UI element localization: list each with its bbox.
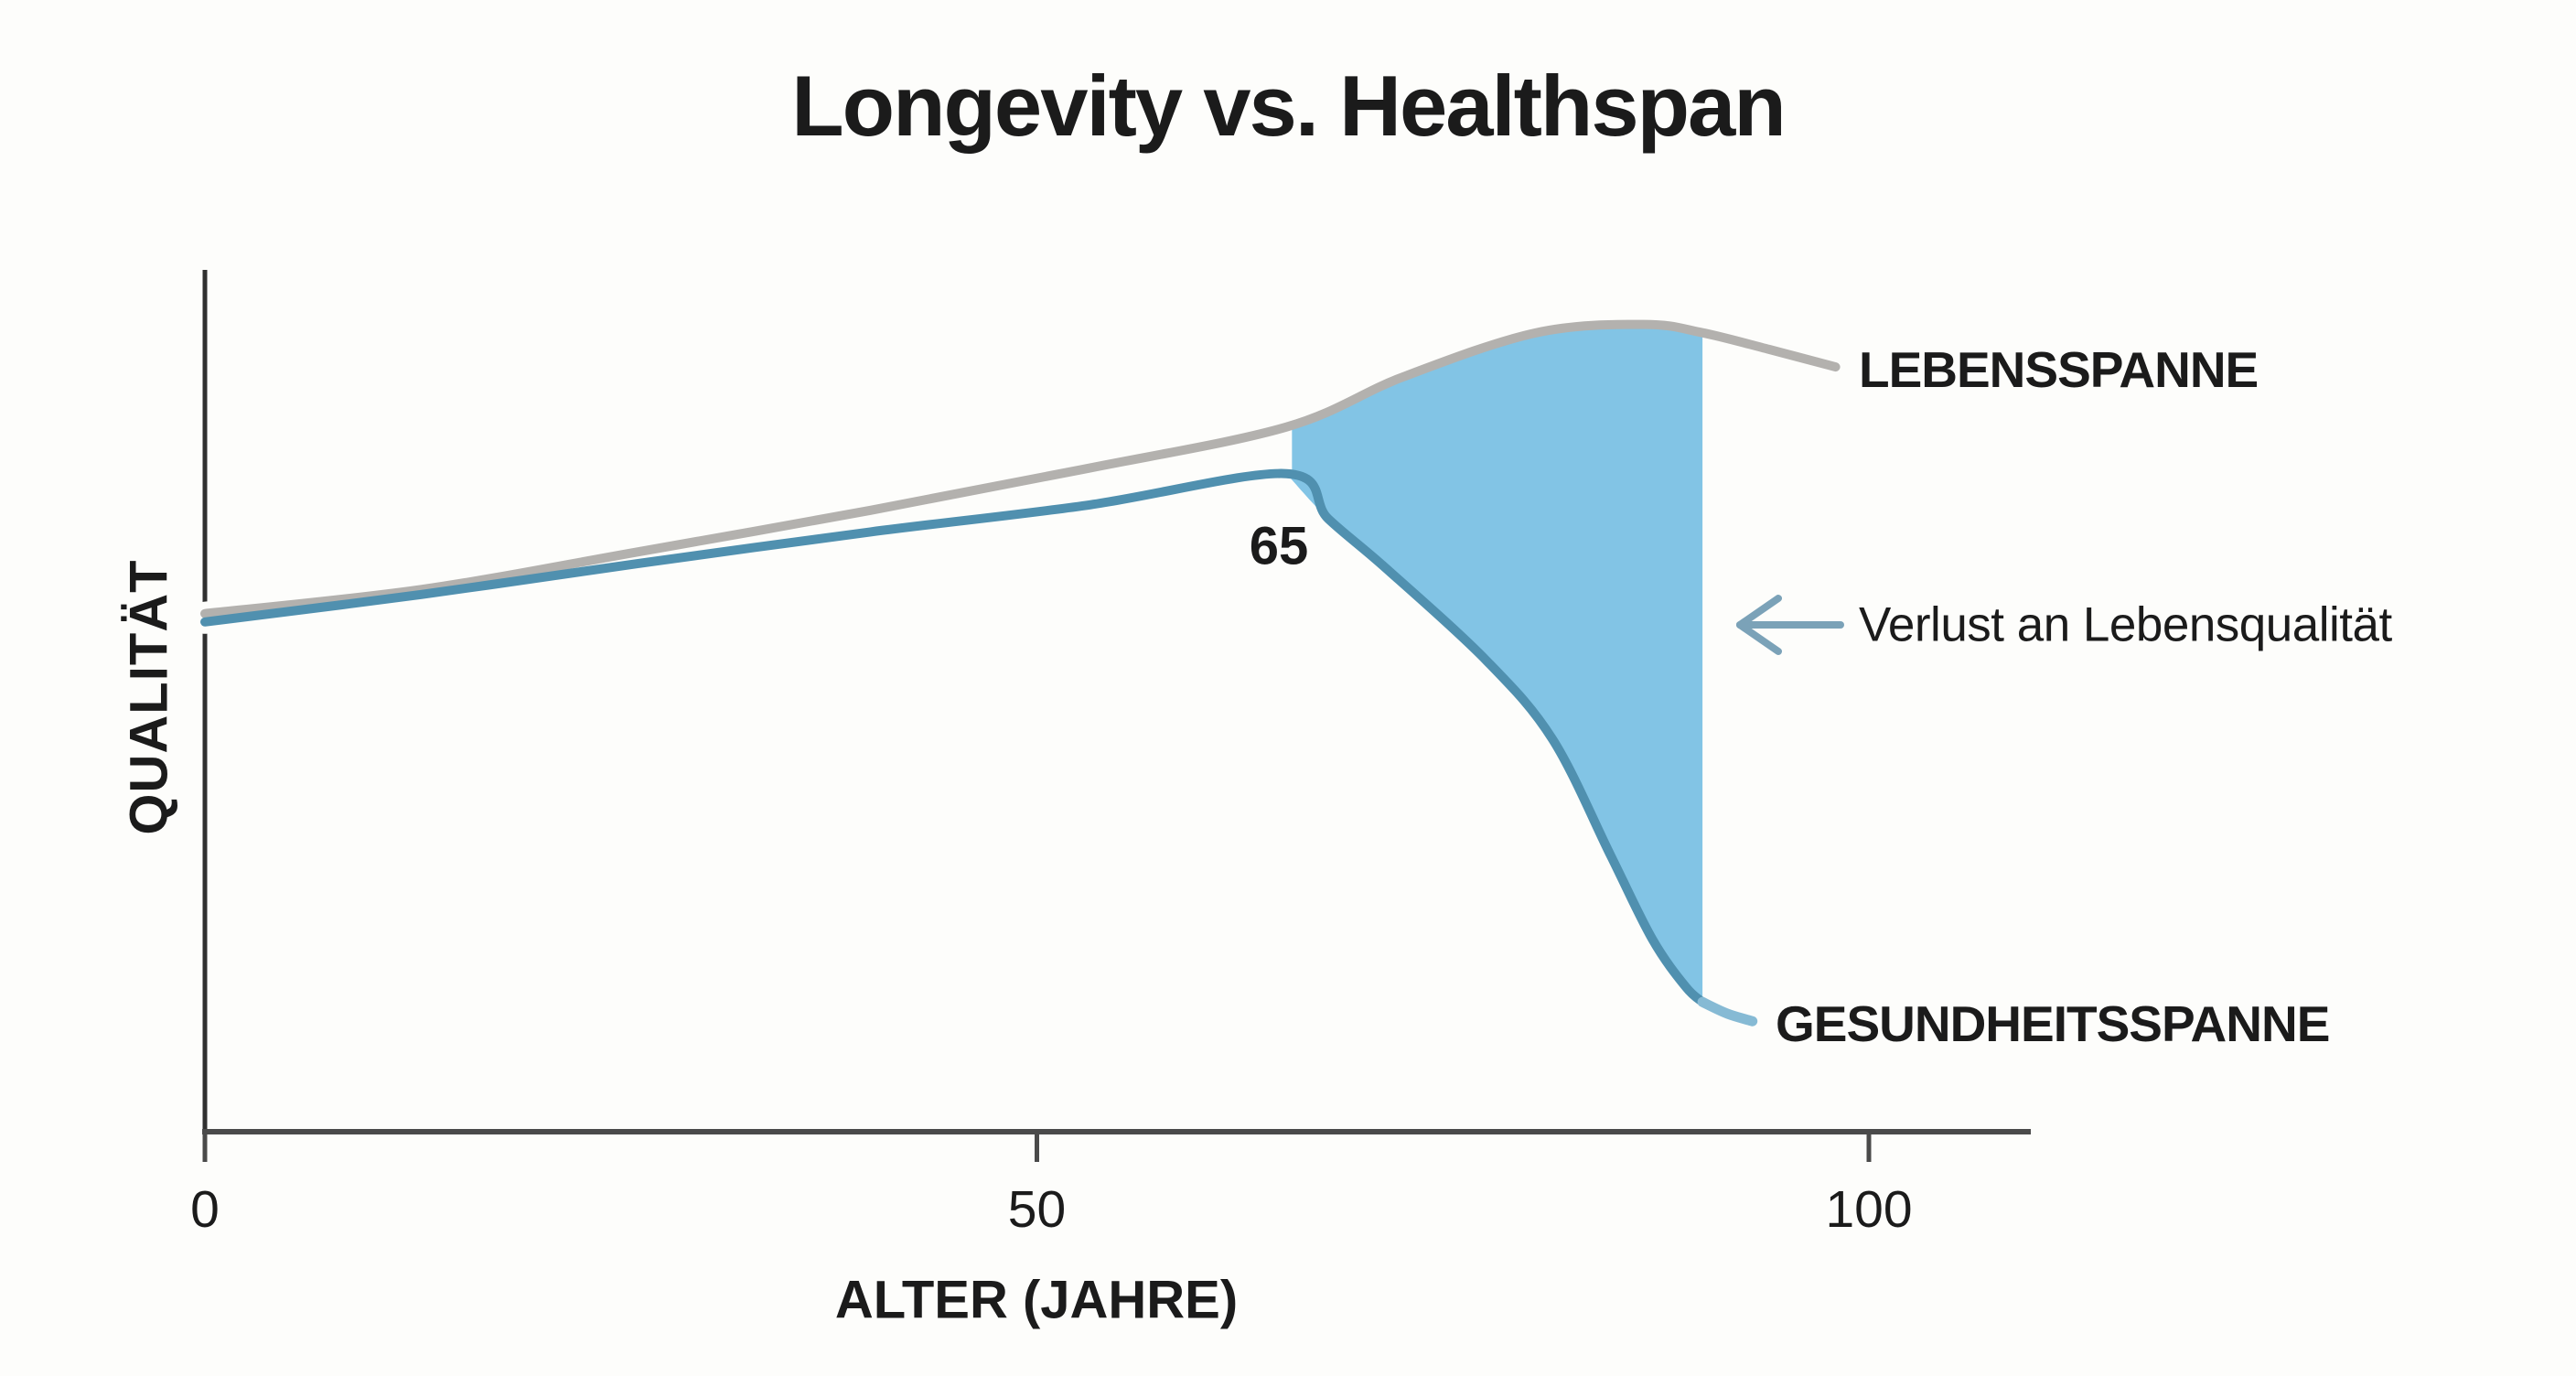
x-tick-label-0: 0 — [190, 1180, 220, 1239]
lifespan-label: LEBENSSPANNE — [1859, 341, 2259, 398]
x-axis-label: ALTER (JAHRE) — [834, 1270, 1239, 1330]
x-tick-label-50: 50 — [1007, 1180, 1067, 1239]
y-axis-label: QUALITÄT — [119, 559, 179, 835]
healthspan-line — [200, 468, 1708, 1007]
lifespan-line — [200, 319, 1841, 618]
axes — [202, 270, 2031, 1162]
healthspan-line-tail — [1697, 996, 1758, 1027]
x-tick-label-100: 100 — [1825, 1180, 1913, 1239]
healthspan-label: GESUNDHEITSSPANNE — [1776, 995, 2330, 1052]
divergence-age-label: 65 — [1249, 516, 1309, 576]
left-arrow-icon — [1736, 595, 1844, 655]
chart-title: Longevity vs. Healthspan — [791, 58, 1787, 154]
x-axis-tick-marks — [202, 1132, 1872, 1162]
loss-of-quality-label: Verlust an Lebensqualität — [1859, 597, 2392, 652]
